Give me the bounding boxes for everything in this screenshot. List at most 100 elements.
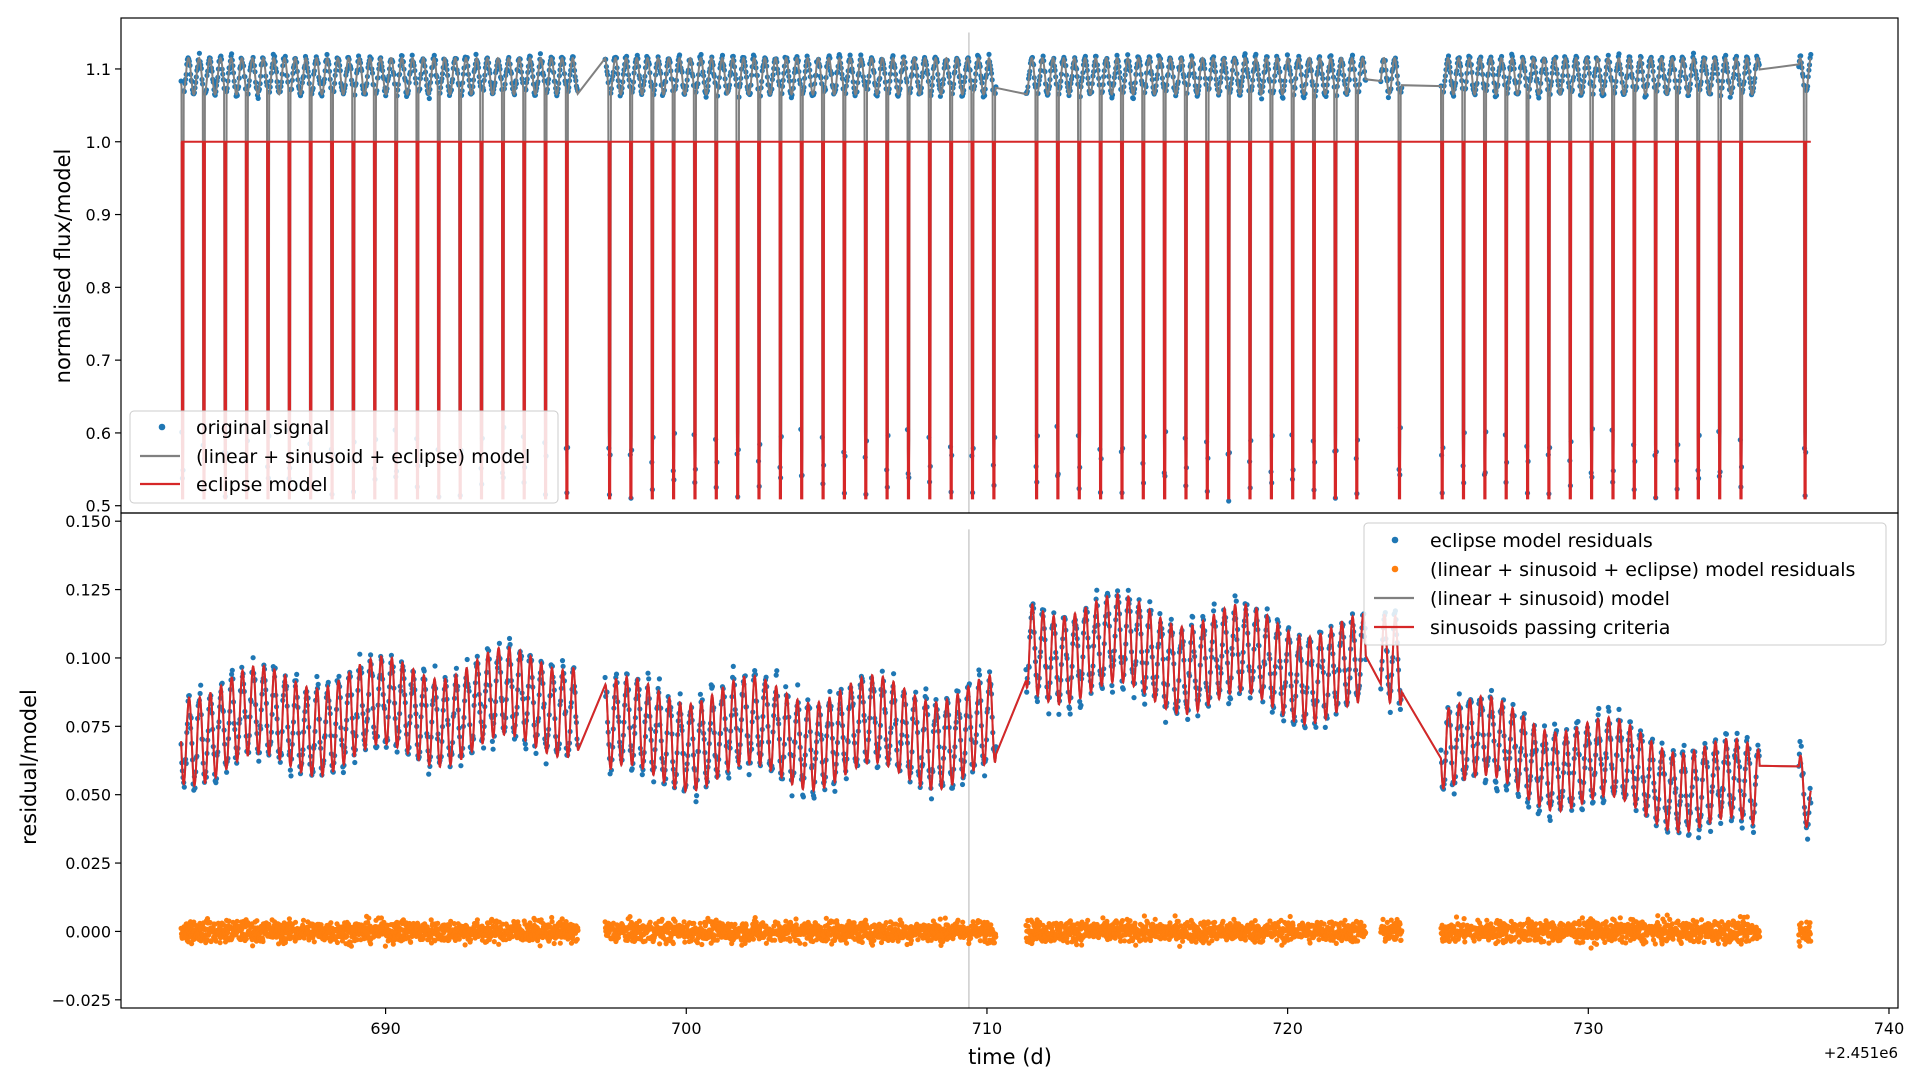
eclipse-residual-point [677,691,683,697]
eclipse-residual-point [1247,695,1253,701]
eclipse-residual-point [1195,713,1201,719]
eclipse-residual-point [294,671,300,678]
eclipse-residual-point [773,672,779,678]
eclipse-residual-point [1526,804,1532,810]
top-y-tick-label: 0.7 [86,351,111,370]
legend-label-eclipse-model: eclipse model [196,474,328,496]
top-y-axis-label: normalised flux/model [51,149,75,384]
eclipse-residual-point [602,674,608,681]
original-signal-point [858,52,864,58]
eclipse-residual-point [646,676,652,682]
eclipse-residual-point [811,795,817,801]
eclipse-residual-point [1233,598,1239,604]
eclipse-residual-point [1260,699,1266,705]
eclipse-residual-point [1269,709,1275,715]
top-y-tick-label: 0.6 [86,424,111,443]
original-signal-point [1349,52,1356,58]
eclipse-residual-point [891,671,897,677]
eclipse-residual-point [1536,808,1543,814]
eclipse-residual-point [697,691,704,697]
original-signal-point [1284,52,1290,58]
eclipse-residual-point [1755,742,1761,748]
original-signal-point [890,53,896,59]
eclipse-residual-point [1125,587,1131,593]
original-signal-point [431,52,437,59]
original-signal-point [1808,51,1814,58]
eclipse-residual-point [693,799,699,805]
top-y-tick-label: 1.1 [86,60,111,79]
eclipse-residual-point [726,775,732,781]
eclipse-residual-point [976,667,982,673]
eclipse-residual-point [496,640,502,647]
eclipse-residual-point [481,745,487,751]
eclipse-residual-point [1744,734,1750,741]
legend-label-original-signal: original signal [196,417,329,439]
eclipse-residual-point [1797,738,1803,745]
eclipse-residual-point [656,676,663,682]
eclipse-residual-point [533,750,539,757]
eclipse-residual-point [832,788,838,794]
eclipse-residual-point [421,668,427,674]
eclipse-residual-point [1397,706,1403,713]
eclipse-residual-point [746,772,752,778]
eclipse-residual-point [1322,724,1328,731]
eclipse-residual-point [1046,711,1052,717]
original-signal-point [399,53,405,59]
eclipse-residual-point [464,656,470,663]
eclipse-residual-point [1606,708,1612,714]
eclipse-residual-point [1078,702,1084,708]
eclipse-residual-point [490,746,496,752]
eclipse-residual-point [645,670,651,676]
original-signal-point [847,52,853,58]
eclipse-residual-point [1521,711,1527,717]
original-signal-point [1280,95,1286,101]
eclipse-residual-point [507,641,513,648]
eclipse-residual-point [250,655,256,661]
eclipse-residual-point [923,686,929,692]
eclipse-residual-point [1702,740,1708,747]
eclipse-residual-point [774,668,780,674]
eclipse-residual-point [1302,725,1308,731]
eclipse-residual-point [694,793,700,799]
eclipse-residual-point [559,658,566,664]
eclipse-residual-point [1547,817,1553,824]
eclipse-residual-point [1504,787,1510,793]
eclipse-residual-point [959,781,966,788]
original-signal-point [196,50,202,56]
eclipse-residual-point [982,773,988,779]
eclipse-residual-point [1596,705,1602,712]
eclipse-residual-point [613,671,620,677]
eclipse-residual-point [432,663,438,669]
eclipse-residual-point [875,764,881,770]
eclipse-residual-point [1734,730,1740,737]
eclipse-residual-point [1120,686,1126,692]
top-y-tick-label: 0.9 [86,206,111,225]
eclipse-residual-point [1659,740,1665,746]
full-model-residual-point [217,940,223,946]
eclipse-residual-point [1438,747,1444,753]
eclipse-residual-point [976,672,983,678]
full-model-residual-point [250,943,256,949]
eclipse-residual-point [1483,777,1489,783]
eclipse-residual-point [1805,836,1811,842]
eclipse-residual-point [352,759,358,766]
original-signal-point [1130,95,1136,102]
original-signal-point [986,51,992,58]
eclipse-residual-point [506,635,513,642]
bottom-panel: −0.0250.0000.0250.0500.0750.1000.1250.15… [17,512,1904,1069]
eclipse-residual-point [1281,718,1287,724]
eclipse-residual-point [1094,587,1100,593]
eclipse-residual-point [489,738,495,745]
eclipse-residual-point [1575,718,1581,725]
eclipse-residual-point [1387,709,1393,716]
eclipse-residual-point [1510,701,1516,708]
eclipse-residual-point [1723,731,1729,737]
eclipse-residual-point [1579,807,1585,813]
original-signal-point [319,93,325,99]
original-signal-point [255,95,261,101]
top-y-tick-label: 0.8 [86,278,111,297]
eclipse-residual-point [1488,687,1495,694]
full-model-residual-point [260,938,266,945]
original-signal-point [178,78,184,84]
